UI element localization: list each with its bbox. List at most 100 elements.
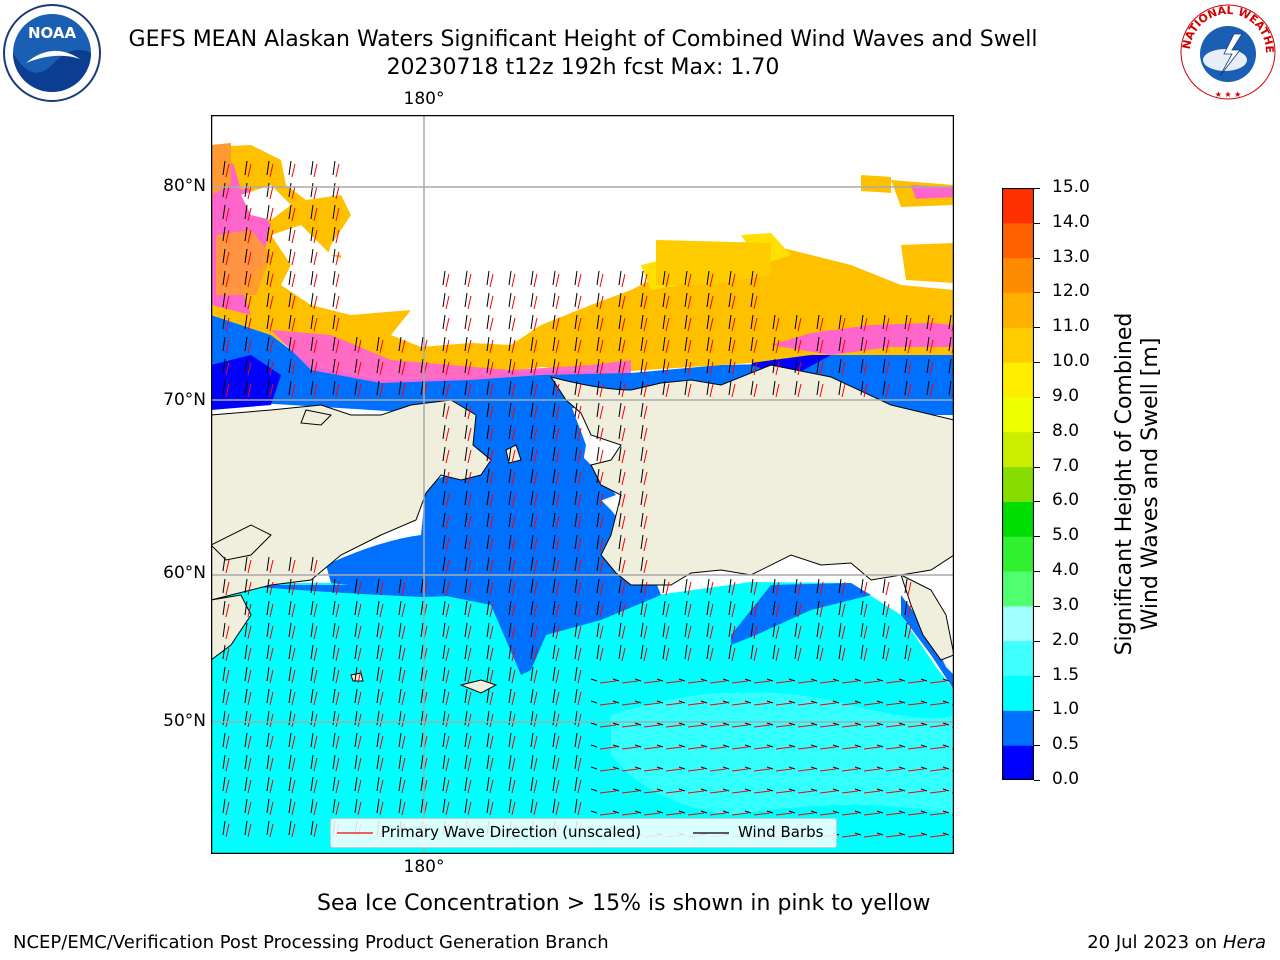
- wind-barb: [332, 666, 336, 682]
- wave-direction-arrow: [621, 273, 626, 288]
- wind-barb: [920, 744, 928, 748]
- wind-barb: [832, 744, 840, 748]
- wind-barb: [244, 600, 248, 616]
- wave-direction-arrow: [445, 779, 450, 794]
- wave-direction-arrow: [687, 361, 692, 376]
- wind-barb: [876, 788, 884, 792]
- wind-barb: [788, 722, 796, 726]
- wind-barb: [662, 380, 666, 396]
- wave-direction-arrow: [511, 801, 516, 816]
- colorbar-tick-label: 8.0: [1052, 420, 1080, 441]
- wind-barb: [244, 248, 248, 264]
- wave-direction-arrow: [533, 449, 538, 464]
- wind-barb: [618, 512, 622, 528]
- wave-direction-arrow: [753, 702, 771, 706]
- wind-barb: [530, 534, 534, 550]
- wind-barb: [904, 578, 908, 594]
- colorbar-segment: [1002, 675, 1034, 711]
- wave-direction-arrow: [863, 680, 881, 684]
- wave-direction-arrow: [445, 735, 450, 750]
- colorbar-tick-mark: [1034, 571, 1040, 573]
- wind-barb: [574, 732, 578, 748]
- wave-direction-arrow: [599, 746, 617, 750]
- wave-direction-arrow: [269, 163, 274, 178]
- wave-direction-arrow: [269, 361, 274, 376]
- wave-direction-arrow: [269, 581, 274, 596]
- wind-barb: [244, 776, 248, 792]
- wave-direction-arrow: [841, 581, 846, 596]
- wave-direction-arrow: [467, 669, 472, 684]
- wave-direction-arrow: [489, 735, 494, 750]
- wave-direction-arrow: [247, 163, 252, 178]
- wave-direction-arrow: [511, 317, 516, 332]
- colorbar-segment: [1002, 710, 1034, 746]
- wind-barb: [464, 732, 468, 748]
- wave-direction-arrow: [577, 647, 582, 662]
- wind-barb: [332, 798, 336, 814]
- wave-direction-arrow: [863, 317, 868, 332]
- wave-direction-arrow: [335, 361, 340, 376]
- wave-direction-arrow: [665, 603, 670, 618]
- wave-direction-arrow: [841, 724, 859, 728]
- map-svg: [210, 114, 955, 855]
- wave-direction-arrow: [467, 779, 472, 794]
- wave-direction-arrow: [269, 383, 274, 398]
- wave-direction-arrow: [775, 812, 793, 816]
- wave-direction-arrow: [599, 405, 604, 420]
- wave-direction-arrow: [335, 669, 340, 684]
- wind-barb: [420, 358, 424, 374]
- wind-barb: [266, 644, 270, 660]
- wind-barb: [706, 270, 710, 286]
- map-title: GEFS MEAN Alaskan Waters Significant Hei…: [128, 27, 1038, 52]
- wind-barb: [552, 666, 556, 682]
- wave-direction-arrow: [291, 669, 296, 684]
- wind-barb: [398, 776, 402, 792]
- wave-direction-arrow: [599, 339, 604, 354]
- wind-barb: [508, 732, 512, 748]
- wave-direction-arrow: [313, 251, 318, 266]
- wind-barb: [788, 788, 796, 792]
- wave-direction-arrow: [687, 295, 692, 310]
- colorbar-segment: [1002, 640, 1034, 677]
- wave-direction-arrow: [797, 625, 802, 640]
- wave-direction-arrow: [533, 647, 538, 662]
- wave-direction-arrow: [313, 229, 318, 244]
- wind-barb: [222, 798, 226, 814]
- wind-barb: [442, 468, 446, 484]
- wave-direction-arrow: [929, 680, 947, 684]
- wind-barb: [662, 358, 666, 374]
- wind-barb: [640, 556, 644, 572]
- wave-direction-arrow: [533, 317, 538, 332]
- wind-barb: [552, 512, 556, 528]
- wind-barb: [854, 788, 862, 792]
- wave-direction-arrow: [643, 680, 661, 684]
- wind-barb: [706, 380, 710, 396]
- sea-ice-west: [211, 145, 954, 377]
- wind-barb: [508, 490, 512, 506]
- wave-direction-arrow: [467, 691, 472, 706]
- wind-barb: [530, 578, 534, 594]
- wave-direction-arrow: [753, 295, 758, 310]
- map-plot[interactable]: [210, 114, 955, 855]
- sea-ice-north: [211, 143, 231, 195]
- wind-barb: [222, 380, 226, 396]
- wind-barb: [706, 314, 710, 330]
- wave-direction-arrow: [753, 768, 771, 772]
- wind-barb: [678, 766, 686, 770]
- wind-barb: [722, 810, 730, 814]
- wind-barb: [288, 270, 292, 286]
- wave-direction-arrow: [467, 449, 472, 464]
- wave-direction-arrow: [665, 625, 670, 640]
- wind-barb: [596, 490, 600, 506]
- wind-barb: [288, 556, 292, 572]
- wave-direction-arrow: [929, 812, 947, 816]
- wave-direction-arrow: [841, 361, 846, 376]
- wind-barb: [640, 402, 644, 418]
- wave-direction-arrow: [313, 691, 318, 706]
- wind-barb: [574, 600, 578, 616]
- wind-barb: [920, 722, 928, 726]
- wind-barb: [552, 446, 556, 462]
- wave-direction-arrow: [533, 339, 538, 354]
- wind-barb: [634, 744, 642, 748]
- wind-barb: [596, 402, 600, 418]
